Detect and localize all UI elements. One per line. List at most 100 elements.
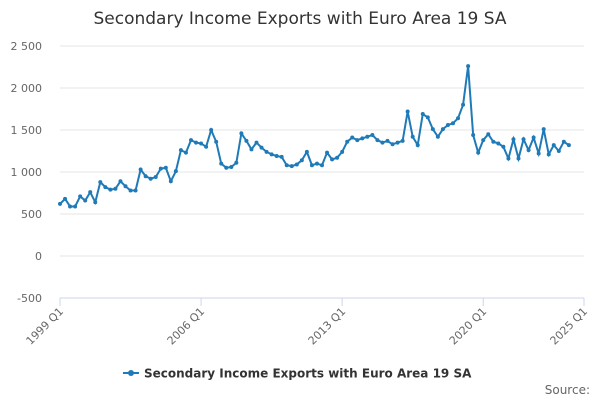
y-tick-label: 2 000 [11, 82, 43, 95]
point [320, 163, 324, 168]
point [244, 138, 249, 143]
y-tick-label: 500 [21, 208, 42, 221]
point [471, 133, 476, 138]
point [168, 179, 173, 184]
point [496, 141, 501, 146]
legend-label: Secondary Income Exports with Euro Area … [144, 367, 472, 381]
point [395, 140, 400, 145]
point [214, 139, 219, 144]
point [314, 161, 319, 166]
point [526, 148, 531, 153]
point [118, 179, 123, 184]
point [355, 138, 360, 143]
point [88, 190, 93, 195]
point [259, 145, 264, 150]
point [239, 131, 244, 136]
legend-marker [128, 370, 134, 376]
point [501, 144, 506, 149]
point [98, 180, 103, 185]
source: Source: [545, 383, 590, 397]
point [325, 150, 330, 155]
point [430, 127, 435, 132]
point [148, 176, 153, 181]
point [551, 143, 556, 148]
point [128, 188, 133, 193]
point [330, 157, 335, 162]
point [309, 163, 314, 168]
point [224, 165, 229, 170]
point [375, 138, 380, 143]
point [561, 139, 566, 144]
point [556, 149, 561, 153]
point [491, 139, 496, 144]
point [466, 64, 471, 69]
point [254, 140, 259, 145]
point [536, 151, 541, 156]
point [133, 188, 138, 193]
point [68, 204, 73, 209]
point [269, 152, 274, 157]
point [541, 127, 546, 132]
point [63, 196, 68, 201]
point [566, 143, 571, 148]
point [209, 128, 214, 132]
point [350, 135, 355, 140]
y-tick-label: 0 [35, 250, 42, 263]
x-tick-label: 2006 Q1 [165, 305, 208, 348]
point [304, 149, 309, 154]
point [289, 164, 294, 169]
point [78, 194, 83, 199]
point [531, 135, 536, 140]
point [93, 200, 98, 205]
point [451, 121, 455, 126]
point [143, 174, 148, 179]
point [340, 149, 345, 154]
point [335, 155, 340, 160]
point [194, 140, 199, 145]
point [546, 152, 551, 157]
point [284, 163, 289, 168]
point [204, 144, 209, 149]
point [189, 138, 193, 143]
x-tick-label: 2020 Q1 [447, 305, 490, 348]
point [123, 184, 128, 189]
point [274, 154, 279, 159]
point [158, 166, 163, 171]
point [138, 167, 143, 172]
point [264, 149, 269, 154]
x-tick-label: 1999 Q1 [24, 305, 67, 348]
point [153, 175, 158, 180]
series-line [59, 66, 570, 208]
point [420, 112, 425, 117]
point [178, 148, 183, 153]
point [456, 116, 461, 121]
x-tick-label: 2013 Q1 [306, 305, 349, 348]
point [83, 198, 88, 203]
point [108, 187, 113, 192]
point [299, 158, 304, 163]
point [294, 162, 299, 167]
y-tick-label: 2 500 [11, 40, 43, 53]
point [425, 115, 430, 120]
point [229, 164, 234, 169]
point [173, 169, 178, 174]
point [163, 165, 168, 170]
point [58, 201, 62, 206]
point [435, 134, 440, 139]
point [249, 147, 254, 152]
point [365, 134, 370, 139]
point [385, 138, 390, 143]
point [410, 134, 415, 139]
point [234, 160, 239, 165]
point [219, 161, 224, 166]
point [73, 204, 78, 209]
point [199, 141, 204, 146]
point [370, 133, 375, 138]
point [380, 140, 385, 145]
point [405, 109, 410, 114]
point [400, 138, 405, 143]
chart-title: Secondary Income Exports with Euro Area … [93, 9, 506, 29]
point [506, 156, 511, 161]
point [440, 127, 445, 132]
